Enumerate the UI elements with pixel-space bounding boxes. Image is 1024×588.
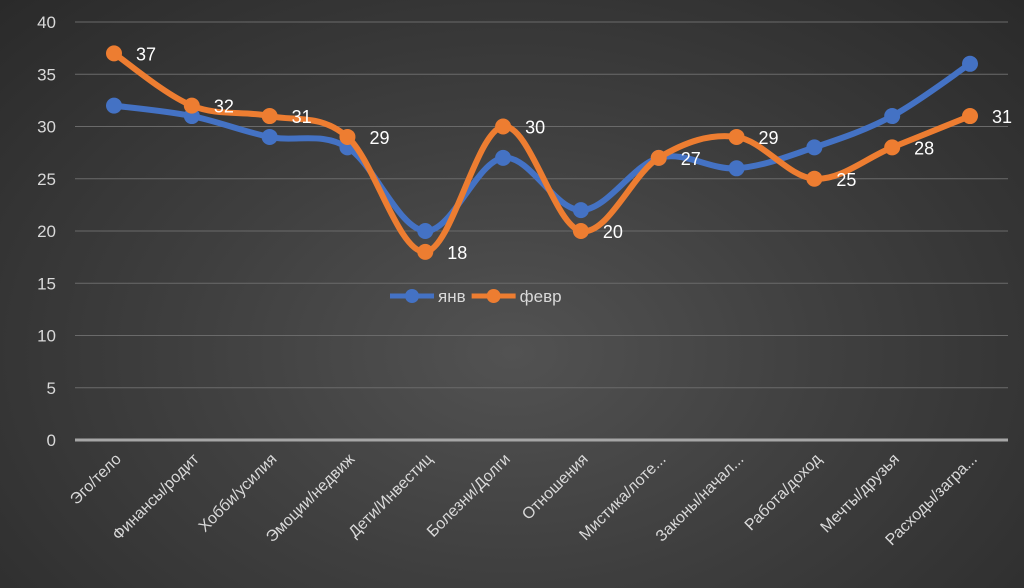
legend-label: янв <box>438 287 466 306</box>
data-label: 37 <box>136 44 156 64</box>
series-янв <box>106 55 978 239</box>
data-label: 18 <box>447 243 467 263</box>
y-tick-label: 25 <box>37 170 56 189</box>
data-point <box>417 243 434 260</box>
data-label: 31 <box>992 107 1012 127</box>
data-point <box>806 139 823 156</box>
legend-marker <box>486 289 501 303</box>
x-tick-label: Мечты/друзья <box>818 451 903 536</box>
y-tick-label: 20 <box>37 222 56 241</box>
x-tick-label: Финансы/родит <box>110 450 204 544</box>
data-point <box>106 45 122 62</box>
data-label: 28 <box>914 138 934 158</box>
series-line <box>111 60 973 234</box>
x-tick-label: Работа/доход <box>742 450 826 534</box>
data-point <box>572 202 589 219</box>
data-point <box>962 108 978 125</box>
data-label: 31 <box>292 107 312 127</box>
data-label: 30 <box>525 118 545 138</box>
data-point <box>806 170 823 187</box>
data-label: 29 <box>369 128 389 148</box>
data-point <box>572 223 589 239</box>
data-point <box>728 128 745 145</box>
y-tick-label: 35 <box>37 65 56 84</box>
legend-label: февр <box>520 287 562 306</box>
data-label: 27 <box>681 149 701 169</box>
x-tick-label: Отношения <box>519 451 592 524</box>
data-point <box>728 160 745 177</box>
data-label: 29 <box>759 128 779 148</box>
legend-item: янв <box>390 287 466 306</box>
series-февр: 37 32 31 29 18 30 20 27 29 25 28 31 <box>106 44 1012 263</box>
data-point <box>495 149 512 166</box>
y-tick-label: 15 <box>37 274 56 293</box>
x-tick-label: Эго/тело <box>67 451 125 509</box>
data-point <box>261 108 278 125</box>
data-point <box>962 55 978 72</box>
data-point <box>495 118 512 135</box>
legend-item: февр <box>471 287 562 306</box>
y-tick-label: 10 <box>37 327 56 346</box>
data-point <box>261 128 278 145</box>
data-point <box>650 149 667 166</box>
y-tick-label: 0 <box>47 431 56 450</box>
x-tick-label: Хобби/усилия <box>196 451 281 536</box>
y-tick-label: 40 <box>37 13 56 32</box>
data-point <box>884 108 901 125</box>
y-tick-label: 5 <box>47 379 56 398</box>
data-point <box>183 97 200 114</box>
legend-marker <box>405 289 419 303</box>
data-point <box>106 97 122 114</box>
x-tick-label: Дети/Инвестиц <box>346 451 436 541</box>
x-tick-label: Болезни/Долги <box>424 451 514 541</box>
y-tick-label: 30 <box>37 118 56 137</box>
data-point <box>417 223 434 239</box>
series-line <box>111 50 973 255</box>
data-label: 25 <box>836 170 856 190</box>
data-point <box>884 139 901 156</box>
data-point <box>339 128 356 145</box>
data-label: 20 <box>603 222 623 242</box>
data-label: 32 <box>214 97 234 117</box>
